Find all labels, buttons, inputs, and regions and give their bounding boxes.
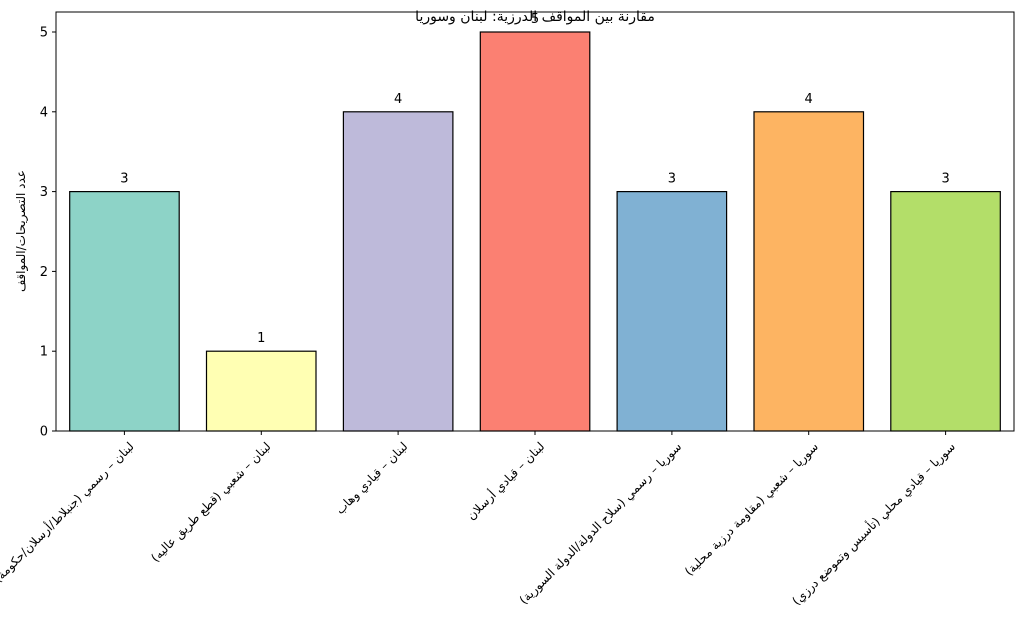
data-label-1: 3	[120, 172, 128, 187]
bar-4	[479, 31, 591, 432]
y-axis-label: عدد التصريحات/المواقف	[14, 170, 29, 292]
x-tick-label-7: سوريا – قيادي محلي (تأسيس وتموضع درزي)	[788, 438, 959, 609]
x-tick-label-4: لبنان – قيادي أرسلان	[463, 439, 548, 524]
y-axis: 0 1 2 3 4 5	[40, 26, 56, 440]
y-tick-label-1: 1	[40, 345, 48, 360]
x-tick-label-6: سوريا – شعبي (مقاومة درزية محلية)	[682, 439, 822, 579]
y-tick-label-0: 0	[40, 425, 48, 440]
y-tick-label-3: 3	[40, 185, 48, 200]
data-labels-group: 3 1 4 5 3 4 3	[120, 12, 949, 346]
x-tick-label-1: لبنان – رسمي (جنبلاط/أرسلان/حكومة)	[0, 439, 137, 586]
x-tick-label-2: لبنان – شعبي (قطع طريق عاليه)	[148, 439, 274, 565]
data-label-6: 4	[805, 92, 813, 107]
bar-7	[890, 191, 1001, 432]
x-tick-label-5: سوريا – رسمي (سلاح الدولة/الدولة السورية…	[517, 439, 685, 607]
data-label-5: 3	[668, 172, 676, 187]
bar-6	[753, 111, 865, 432]
x-tick-label-3: لبنان – قيادي وهاب	[333, 439, 411, 517]
bar-2	[205, 350, 317, 432]
bar-3	[342, 111, 454, 432]
data-label-7: 3	[941, 172, 949, 187]
y-tick-label-2: 2	[40, 265, 48, 280]
bar-5	[616, 191, 728, 432]
data-label-3: 4	[394, 92, 402, 107]
y-tick-label-4: 4	[40, 105, 48, 120]
bars-group	[69, 31, 1001, 432]
data-label-2: 1	[257, 331, 265, 346]
x-axis: لبنان – رسمي (جنبلاط/أرسلان/حكومة) لبنان …	[0, 431, 959, 609]
y-tick-label-5: 5	[40, 26, 48, 41]
data-label-4: 5	[531, 12, 539, 27]
chart-title: مقارنة بين المواقف الدرزية: لبنان وسوريا	[415, 9, 655, 25]
plot-frame	[55, 11, 1015, 432]
bar-1	[69, 191, 180, 432]
